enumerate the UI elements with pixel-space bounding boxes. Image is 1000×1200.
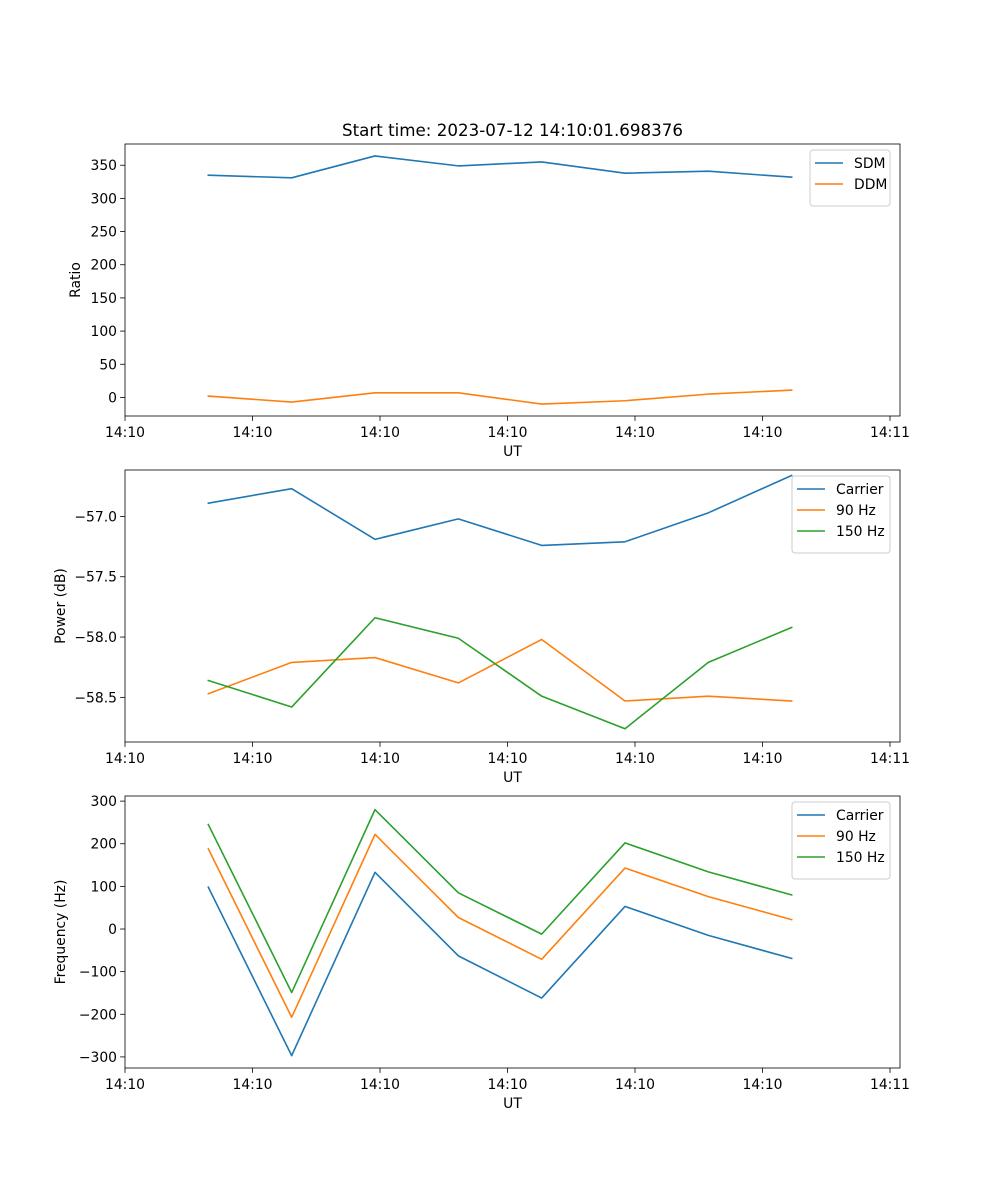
- plot-frame: [124, 795, 901, 1069]
- legend-label: Carrier: [836, 808, 884, 824]
- ratio-chart: 14:10 14:10 14:10 14:10 14:10 14:10 14:11 0 50 10…: [68, 143, 910, 460]
- x-tick-label: 14:10: [615, 751, 655, 767]
- x-tick-label: 14:10: [615, 1077, 655, 1093]
- y-tick-label: −200: [79, 1007, 117, 1023]
- y-tick-label: 350: [90, 158, 117, 174]
- x-tick-label: 14:10: [360, 1077, 400, 1093]
- x-tick-label: 14:10: [360, 751, 400, 767]
- x-tick-label: 14:10: [360, 425, 400, 441]
- x-tick-label: 14:10: [615, 425, 655, 441]
- y-tick-label: 100: [90, 879, 117, 895]
- x-tick-label: 14:10: [487, 425, 527, 441]
- y-tick-label: −100: [79, 965, 117, 981]
- x-tick-label: 14:10: [105, 1077, 145, 1093]
- plot-frame: [124, 143, 901, 417]
- x-tick-label: 14:10: [232, 425, 272, 441]
- x-tick-label: 14:10: [742, 751, 782, 767]
- x-tick-label: 14:10: [105, 751, 145, 767]
- y-tick-label: 250: [90, 225, 117, 241]
- series-line-sdm: [207, 155, 793, 179]
- x-axis-label: UT: [503, 444, 522, 460]
- y-tick-label: 100: [90, 324, 117, 340]
- y-tick-label: 150: [90, 291, 117, 307]
- x-axis-label: UT: [503, 770, 522, 786]
- frequency-chart: 14:10 14:10 14:10 14:10 14:10 14:10 14:11 −300 −…: [53, 794, 910, 1112]
- x-tick-label: 14:11: [870, 425, 910, 441]
- x-tick-label: 14:10: [487, 1077, 527, 1093]
- y-tick-label: 50: [99, 357, 117, 373]
- y-tick-label: −58.0: [74, 630, 117, 646]
- legend-box: [791, 801, 891, 880]
- x-tick-label: 14:10: [742, 425, 782, 441]
- series-line-90-hz: [207, 833, 793, 1019]
- x-tick-label: 14:10: [232, 751, 272, 767]
- legend: Carrier 90 Hz 150 Hz: [791, 801, 891, 880]
- series-line-150-hz: [207, 808, 793, 994]
- y-tick-label: −57.5: [74, 570, 117, 586]
- legend-label: DDM: [854, 177, 887, 193]
- series-line-ddm: [207, 389, 793, 405]
- legend-label: SDM: [854, 156, 886, 172]
- y-tick-label: 300: [90, 794, 117, 810]
- series-line-150-hz: [207, 616, 793, 730]
- x-tick-label: 14:10: [105, 425, 145, 441]
- x-tick-label: 14:10: [232, 1077, 272, 1093]
- y-tick-label: −57.0: [74, 509, 117, 525]
- y-tick-label: −58.5: [74, 690, 117, 706]
- chart-panels: 14:10 14:10 14:10 14:10 14:10 14:10 14:11 0 50 10…: [53, 143, 910, 1112]
- x-tick-label: 14:11: [870, 1077, 910, 1093]
- y-tick-label: 200: [90, 837, 117, 853]
- legend-box: [791, 475, 891, 554]
- x-tick-label: 14:11: [870, 751, 910, 767]
- plot-frame: [124, 469, 901, 743]
- y-tick-label: 0: [108, 922, 117, 938]
- series-line-carrier: [207, 474, 793, 547]
- x-tick-label: 14:10: [487, 751, 527, 767]
- legend-label: 90 Hz: [836, 829, 876, 845]
- y-tick-label: 0: [108, 390, 117, 406]
- y-axis-label: Power (dB): [53, 568, 69, 644]
- y-axis-label: Ratio: [68, 262, 84, 298]
- legend: Carrier 90 Hz 150 Hz: [791, 475, 891, 554]
- x-tick-label: 14:10: [742, 1077, 782, 1093]
- legend-label: 150 Hz: [836, 850, 885, 866]
- figure-title: Start time: 2023-07-12 14:10:01.698376: [342, 120, 683, 140]
- y-tick-label: −300: [79, 1050, 117, 1066]
- legend: SDM DDM: [809, 149, 891, 207]
- series-line-carrier: [207, 871, 793, 1057]
- power-chart: 14:10 14:10 14:10 14:10 14:10 14:10 14:11 −58.5…: [53, 469, 910, 786]
- legend-box: [809, 149, 891, 207]
- y-tick-label: 300: [90, 191, 117, 207]
- x-axis-label: UT: [503, 1096, 522, 1112]
- legend-label: Carrier: [836, 482, 884, 498]
- legend-label: 90 Hz: [836, 503, 876, 519]
- y-axis-label: Frequency (Hz): [53, 880, 69, 985]
- legend-label: 150 Hz: [836, 524, 885, 540]
- series-line-90-hz: [207, 638, 793, 702]
- y-tick-label: 200: [90, 258, 117, 274]
